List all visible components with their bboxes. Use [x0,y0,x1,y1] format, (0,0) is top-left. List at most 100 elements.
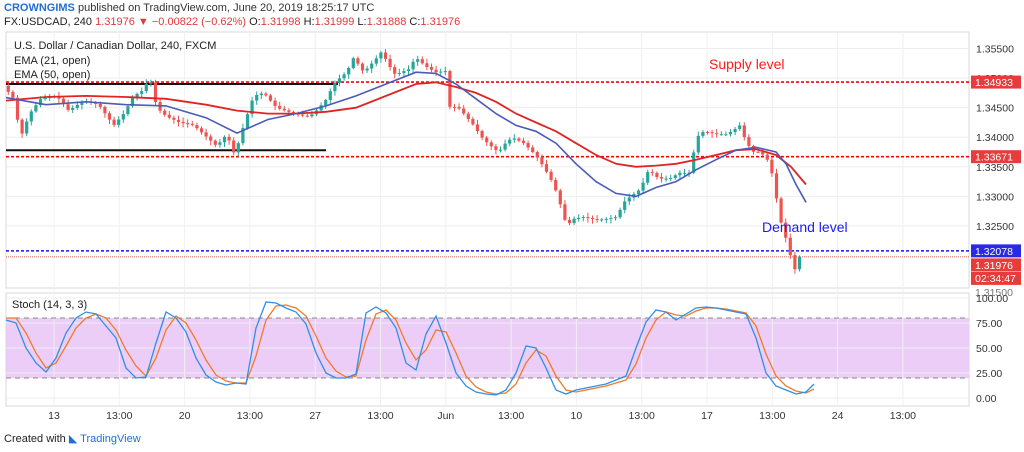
candle-body [747,137,751,146]
candle-body [443,71,447,73]
candle-body [103,106,107,114]
chart-title: U.S. Dollar / Canadian Dollar, 240, FXCM [14,40,216,52]
candle-body [342,74,346,79]
candle-body [558,190,562,205]
candle-body [20,119,24,134]
ema21-line [5,71,807,203]
price-tick-label: 1.34000 [976,132,1014,144]
low-label: L: [357,16,367,28]
candle-body [351,58,355,68]
candle-body [420,59,424,64]
candle-body [425,63,429,68]
time-tick-label: 13:00 [890,410,916,422]
candle-body [365,68,369,71]
candle-body [540,157,544,165]
candle-body [360,63,365,71]
ema50-line [5,81,807,186]
publish-text: published on TradingView.com, June 20, 2… [77,2,375,14]
candle-body [673,175,677,179]
candle-body [71,107,75,110]
candle-body [567,219,572,224]
countdown-tag [971,271,1021,285]
time-tick-label: 13:00 [759,410,785,422]
supply-price-tag [971,75,1021,89]
candle-body [153,82,158,103]
candle-body [563,204,567,220]
candle-body [471,119,475,125]
candle-body [489,142,493,147]
candle-body [43,97,47,100]
candle-body [117,119,121,125]
tradingview-link[interactable]: TradingView [80,433,141,445]
ohlc-readout: FX:USDCAD, 240 1.31976 ▼ −0.00822 (−0.62… [4,16,460,28]
price-chart[interactable]: U.S. Dollar / Canadian Dollar, 240, FXCM… [0,0,1024,430]
candle-body [176,119,181,122]
down-triangle-icon: ▼ [137,16,149,28]
candle-body [66,104,70,110]
candle-body [779,198,783,223]
footer: Created with ◣ TradingView [4,432,141,445]
candle-body [324,99,328,106]
candle-body [696,135,700,153]
candle-body [765,154,769,160]
time-axis[interactable]: 13 13:00 20 13:00 27 13:00 Jun 13:00 10 13:00 17 13… [48,410,916,422]
candle-body [268,95,273,101]
created-with-text: Created with [4,433,66,445]
open-value: 1.31998 [260,16,301,28]
candle-body [397,73,401,75]
price-tags: 1.34933 1.33671 1.32078 1.31976 02:34:47… [971,75,1021,299]
mid-price-tag [971,150,1021,164]
countdown-text: 02:34:47 [975,273,1016,285]
close-label: C: [409,16,421,28]
author-name[interactable]: CROWNGIMS [4,2,75,14]
candle-body [710,132,714,134]
candle-body [222,136,227,143]
candle-body [770,159,774,174]
candle-body [793,255,797,270]
high-value: 1.31999 [314,16,355,28]
stoch-label: Stoch (14, 3, 3) [12,299,87,311]
candle-body [241,128,245,144]
candle-body [227,136,231,141]
candle-body [406,69,411,72]
candle-body [655,172,659,178]
candle-body [788,237,792,256]
candle-body [797,256,802,270]
candle-body [604,218,608,220]
stoch-d-line [6,304,815,395]
candle-body [34,105,38,112]
candle-body [328,91,332,100]
candle-body [664,178,668,180]
candle-body [278,105,282,109]
time-tick-label: Jun [437,410,454,422]
candle-body [595,219,599,221]
time-tick-label: 17 [701,410,713,422]
candle-body [784,222,788,238]
stoch-axis[interactable]: 100.00 75.00 50.00 25.00 0.00 [976,293,1008,405]
candle-body [503,143,507,150]
candle-body [259,93,263,95]
low-value: 1.31888 [366,16,407,28]
stoch-tick-label: 50.00 [976,343,1002,355]
open-label: O: [249,16,261,28]
candle-body [140,91,144,94]
candle-body [535,152,539,158]
candle-body [439,71,443,73]
candle-body [255,94,259,101]
candle-body [80,101,84,105]
price-tick-label: 1.33000 [976,191,1014,203]
candle-body [126,106,130,115]
demand-price-tag [971,244,1021,258]
candle-body [107,113,112,120]
candle-body [627,197,631,202]
price-tick-label: 1.35500 [976,44,1014,56]
candle-body [213,140,217,145]
candle-body [167,114,171,118]
price-axis[interactable]: 1.355001.350001.345001.340001.335001.330… [976,44,1014,233]
candle-body [636,190,641,194]
candle-body [738,125,742,130]
stoch-k-line [5,301,815,396]
candle-body [310,114,314,117]
candle-body [701,132,705,136]
candle-body [264,93,268,96]
